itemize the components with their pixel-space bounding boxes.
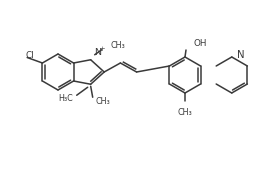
- Text: CH₃: CH₃: [111, 41, 125, 50]
- Text: Cl: Cl: [26, 51, 35, 60]
- Text: +: +: [100, 46, 105, 52]
- Text: N: N: [94, 48, 101, 57]
- Text: H₃C: H₃C: [58, 94, 73, 103]
- Text: OH: OH: [193, 38, 207, 47]
- Text: N: N: [237, 50, 244, 60]
- Text: CH₃: CH₃: [178, 108, 192, 117]
- Text: CH₃: CH₃: [96, 97, 110, 106]
